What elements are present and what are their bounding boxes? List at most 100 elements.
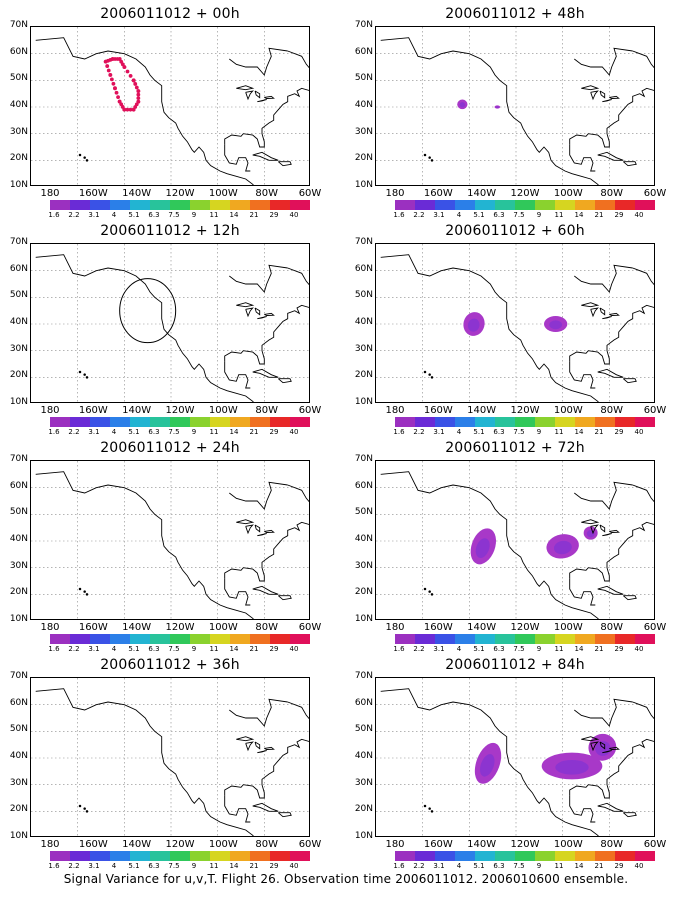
latitude-label: 60N [354,46,373,57]
colorbar-label: 4 [111,211,117,219]
colorbar-label: 3.1 [433,211,445,219]
colorbar-swatch [575,851,595,861]
longitude-label: 160W [423,622,453,633]
panel-title: 2006011012 + 72h [445,440,585,456]
colorbar-swatch [475,200,495,210]
map-panel: 2006011012 + 00h 70N 60N 50N 40N 30N 20N 10N 180… [0,0,330,219]
colorbar-swatch [230,851,250,861]
colorbar-label: 29 [269,862,279,870]
colorbar-swatch [555,634,575,644]
latitude-label: 20N [354,804,373,815]
latitude-label: 40N [354,317,373,327]
longitude-label: 160W [78,839,108,850]
colorbar-swatch [435,634,455,644]
variance-region [494,105,501,109]
longitude-label: 80W [255,622,278,633]
colorbar-label: 21 [249,862,259,870]
colorbar-label: 6.3 [148,428,160,436]
colorbar-label: 4 [456,428,462,436]
latitude-label: 70N [9,237,28,247]
colorbar-label: 4 [111,428,117,436]
variance-region [470,528,497,565]
colorbar-label: 6.3 [493,428,505,436]
longitude-label: 60W [298,839,322,850]
colorbar-swatch [90,851,110,861]
colorbar-swatch [50,851,70,861]
colorbar-swatch [290,417,310,427]
longitude-label: 180 [385,839,405,850]
colorbar-swatch [495,200,515,210]
colorbar-swatch [150,634,170,644]
colorbar-label: 14 [574,428,584,436]
colorbar-swatch [635,634,655,644]
map-area [30,677,310,837]
colorbar-swatch [290,200,310,210]
colorbar [50,634,310,644]
colorbar-swatch [190,634,210,644]
colorbar-label: 9 [191,645,197,653]
colorbar-swatch [595,200,615,210]
colorbar-label: 2.2 [413,862,425,870]
colorbar [395,200,655,210]
colorbar-label: 21 [249,645,259,653]
latitude-label: 60N [9,263,28,274]
latitude-label: 10N [354,397,373,407]
latitude-label: 60N [9,46,28,57]
longitude-label: 180 [40,839,60,850]
longitude-label: 160W [423,188,453,199]
colorbar-swatch [170,200,190,210]
colorbar-label: 1.6 [48,862,60,870]
colorbar-swatch [575,417,595,427]
colorbar-swatch [210,634,230,644]
colorbar-swatch [150,200,170,210]
longitude-label: 180 [385,405,405,416]
coastline [35,37,309,185]
latitude-label: 20N [9,804,28,815]
latitude-label: 60N [9,480,28,491]
longitude-label: 100W [553,188,583,199]
latitude-label: 10N [354,614,373,624]
colorbar-swatch [535,200,555,210]
longitude-label: 80W [255,839,278,850]
colorbar-swatch [110,851,130,861]
colorbar-swatch [90,200,110,210]
panel-title: 2006011012 + 24h [100,440,240,456]
latitude-label: 20N [354,370,373,381]
colorbar-label: 11 [209,211,219,219]
colorbar-swatch [575,200,595,210]
colorbar-swatch [515,851,535,861]
colorbar-label: 11 [209,645,219,653]
longitude-label: 80W [255,405,278,416]
latitude-label: 70N [354,20,373,30]
latitude-label: 50N [354,290,373,301]
latitude-label: 60N [354,263,373,274]
colorbar-swatch [635,851,655,861]
longitude-label: 80W [600,839,623,850]
colorbar-label: 5.1 [128,428,140,436]
colorbar-swatch [150,417,170,427]
colorbar-label: 5.1 [473,428,485,436]
longitude-label: 120W [510,405,540,416]
colorbar-label: 9 [536,211,542,219]
colorbar-swatch [70,851,90,861]
colorbar-swatch [595,851,615,861]
colorbar-label: 2.2 [68,862,80,870]
longitude-label: 100W [208,839,238,850]
colorbar-label: 6.3 [148,211,160,219]
latitude-label: 10N [354,831,373,841]
colorbar-label: 7.5 [168,428,180,436]
colorbar-swatch [415,200,435,210]
latitude-label: 30N [9,560,28,571]
panel-title: 2006011012 + 00h [100,6,240,22]
colorbar-swatch [90,417,110,427]
colorbar-label: 4 [456,645,462,653]
colorbar-swatch [170,851,190,861]
colorbar-label: 40 [634,428,644,436]
panel-title: 2006011012 + 12h [100,223,240,239]
map-panel: 2006011012 + 24h 70N 60N 50N 40N 30N 20N 10N 180… [0,434,330,653]
colorbar-swatch [210,200,230,210]
colorbar-swatch [555,200,575,210]
longitude-label: 140W [122,839,152,850]
colorbar-label: 3.1 [88,645,100,653]
longitude-label: 80W [600,622,623,633]
